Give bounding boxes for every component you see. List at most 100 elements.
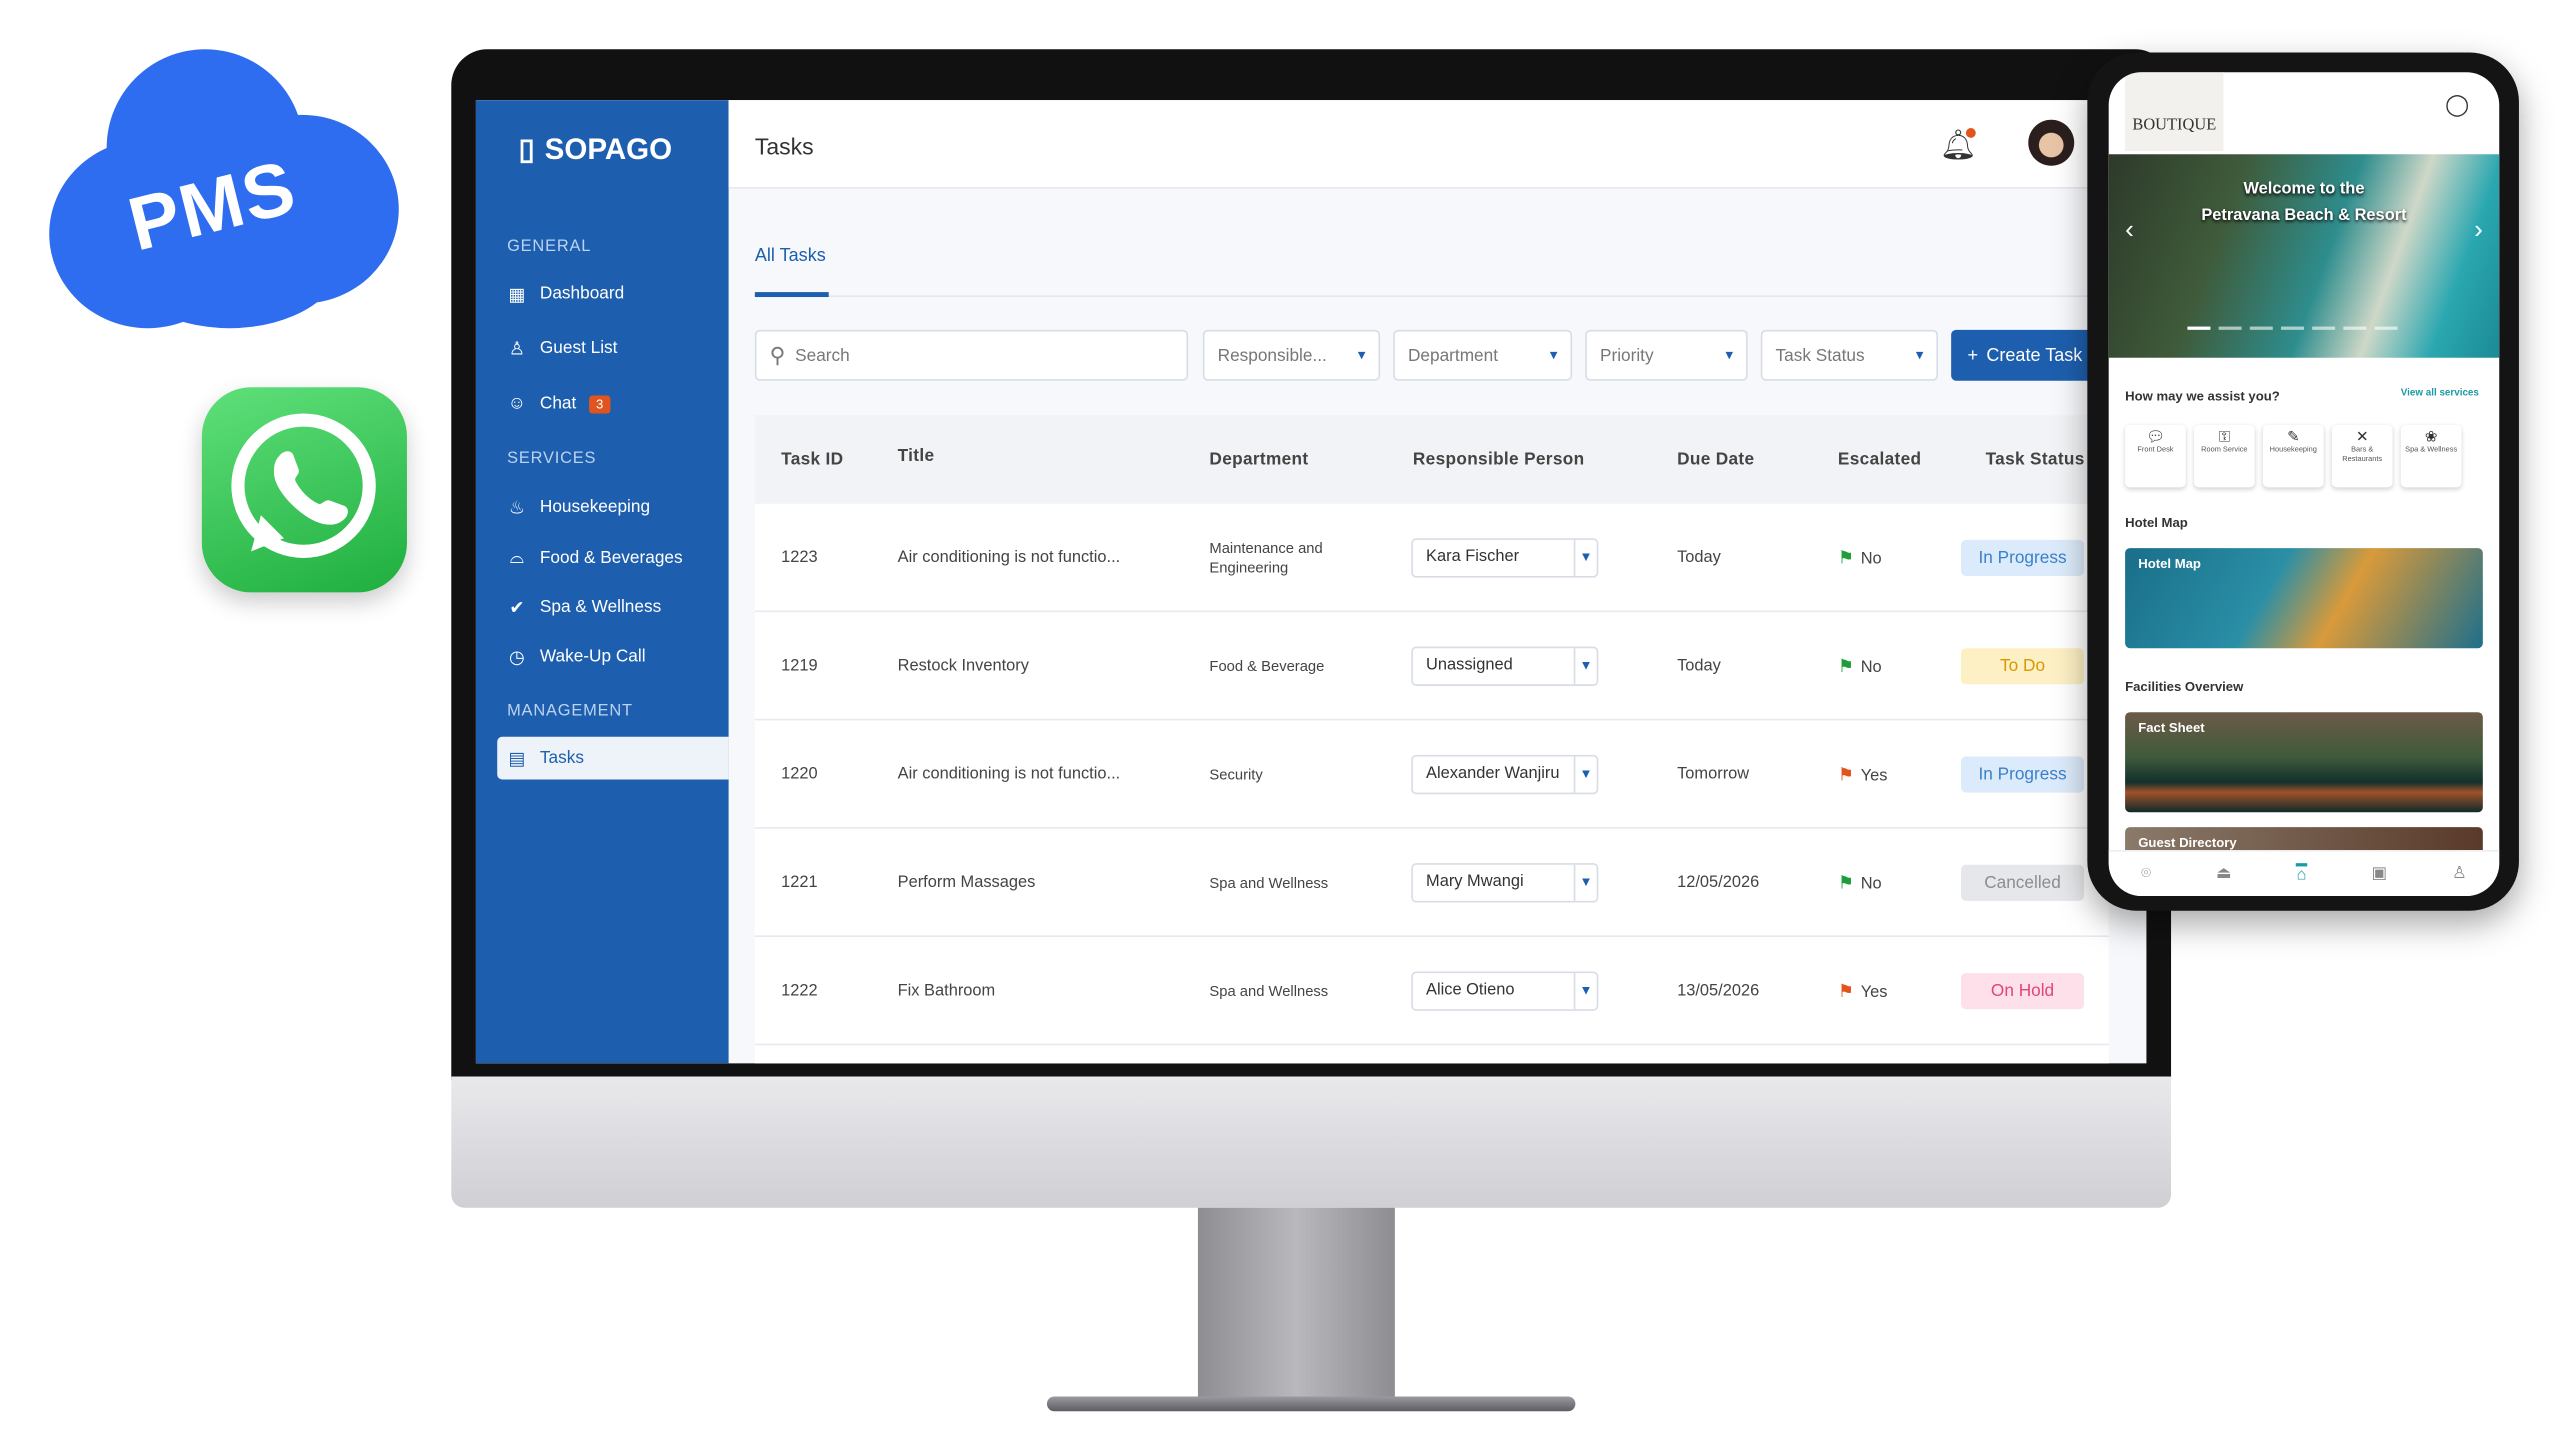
due-date: 13/05/2026 bbox=[1677, 981, 1760, 1000]
carousel-dot[interactable] bbox=[2249, 326, 2273, 330]
due-date: Today bbox=[1677, 548, 1721, 567]
sidebar-item-guest-list[interactable]: ♙ Guest List bbox=[497, 327, 728, 370]
guest-app-screen: BOUTIQUE ◯ ‹ › Welcome to the Petravana B… bbox=[2108, 72, 2500, 896]
home-icon[interactable]: ⌂ bbox=[2296, 863, 2307, 884]
page-title: Tasks bbox=[754, 132, 814, 160]
task-title[interactable]: Air conditioning is not functio... bbox=[897, 548, 1121, 567]
chevron-down-icon: ▼ bbox=[1573, 539, 1597, 576]
department-filter[interactable]: Department ▾ bbox=[1393, 329, 1573, 381]
escalated: ⚑ No bbox=[1838, 655, 1882, 676]
plus-icon: + bbox=[1967, 345, 1979, 366]
phone-pin-icon: ▯ bbox=[518, 132, 535, 166]
search-input[interactable]: ⚲ Search bbox=[754, 329, 1189, 381]
card-label: Guest Directory bbox=[2138, 835, 2237, 851]
location-icon[interactable]: ⌾ bbox=[2141, 864, 2152, 883]
service-housekeeping[interactable]: ✎ Housekeeping bbox=[2262, 425, 2324, 488]
responsible-person-select[interactable]: Kara Fischer ▼ bbox=[1411, 537, 1599, 577]
brand-logo[interactable]: ▯ SOPAGO bbox=[519, 133, 673, 167]
service-bell-icon[interactable]: ⏏ bbox=[2216, 864, 2232, 883]
col-due-date[interactable]: Due Date bbox=[1677, 449, 1755, 470]
filter-label: Department bbox=[1407, 345, 1499, 366]
sidebar-item-housekeeping[interactable]: ♨ Housekeeping bbox=[497, 486, 728, 529]
dashboard-icon: ▦ bbox=[508, 284, 526, 305]
utensils-icon: ✕ bbox=[2356, 428, 2369, 445]
search-icon: ⚲ bbox=[769, 342, 786, 367]
service-spa-wellness[interactable]: ❀ Spa & Wellness bbox=[2400, 425, 2462, 488]
hotel-map-card[interactable]: Hotel Map bbox=[2125, 548, 2483, 649]
hero-carousel[interactable]: ‹ › bbox=[2108, 154, 2500, 358]
sidebar: ▯ SOPAGO GENERAL ▦ Dashboard ♙ Guest List ☺… bbox=[475, 100, 729, 1064]
status-badge[interactable]: In Progress bbox=[1960, 755, 2085, 792]
carousel-dot[interactable] bbox=[2312, 326, 2336, 330]
carousel-dot[interactable] bbox=[2218, 326, 2242, 330]
task-status-filter[interactable]: Task Status ▾ bbox=[1760, 329, 1939, 381]
carousel-dot[interactable] bbox=[2374, 326, 2398, 330]
table-row[interactable]: 1220 Air conditioning is not functio... … bbox=[754, 720, 2109, 829]
create-task-label: Create Task bbox=[1986, 345, 2083, 366]
task-department: Spa and Wellness bbox=[1209, 873, 1329, 891]
task-id: 1219 bbox=[781, 656, 818, 675]
responsible-person-select[interactable]: Unassigned ▼ bbox=[1411, 645, 1599, 686]
chevron-down-icon: ▾ bbox=[1549, 346, 1558, 363]
status-badge[interactable]: Cancelled bbox=[1960, 863, 2085, 901]
section-general: GENERAL bbox=[507, 237, 592, 256]
task-title[interactable]: Restock Inventory bbox=[897, 656, 1029, 675]
status-badge[interactable]: In Progress bbox=[1960, 539, 2085, 576]
service-bars-restaurants[interactable]: ✕ Bars & Restaurants bbox=[2331, 425, 2393, 488]
col-department[interactable]: Department bbox=[1209, 449, 1309, 470]
carousel-dot[interactable] bbox=[2187, 326, 2211, 330]
calendar-icon: ▤ bbox=[508, 749, 526, 769]
responsible-person-select[interactable]: Alice Otieno ▼ bbox=[1411, 970, 1599, 1011]
responsible-person: Alexander Wanjiru bbox=[1426, 764, 1560, 783]
table-row[interactable]: 1222 Fix Bathroom Spa and Wellness Alice… bbox=[754, 937, 2109, 1046]
sidebar-item-tasks[interactable]: ▤ Tasks bbox=[497, 736, 729, 780]
sidebar-item-dashboard[interactable]: ▦ Dashboard bbox=[497, 272, 728, 315]
escalated-value: No bbox=[1860, 549, 1882, 568]
tab-all-tasks[interactable]: All Tasks bbox=[754, 246, 826, 266]
cloche-icon: ⌓ bbox=[509, 547, 525, 567]
sidebar-item-label: Wake-Up Call bbox=[539, 646, 646, 667]
task-title[interactable]: Air conditioning is not functio... bbox=[897, 764, 1121, 783]
broom-icon: ✎ bbox=[2287, 428, 2300, 445]
responsible-person: Unassigned bbox=[1426, 656, 1513, 675]
status-badge[interactable]: On Hold bbox=[1960, 972, 2085, 1009]
sidebar-item-wake-up-call[interactable]: ◷ Wake-Up Call bbox=[497, 635, 728, 678]
status-badge[interactable]: To Do bbox=[1960, 647, 2085, 684]
col-escalated[interactable]: Escalated bbox=[1837, 449, 1922, 470]
table-header: Task ID Title Department Responsible Per… bbox=[754, 415, 2109, 504]
task-title[interactable]: Perform Massages bbox=[897, 873, 1036, 892]
chat-icon: ☺ bbox=[507, 393, 527, 414]
calendar-icon[interactable]: ▣ bbox=[2371, 864, 2387, 883]
view-all-services-link[interactable]: View all services bbox=[2400, 388, 2479, 399]
monitor-stand bbox=[1197, 1207, 1395, 1402]
responsible-filter[interactable]: Responsible... ▾ bbox=[1202, 329, 1381, 381]
sidebar-item-chat[interactable]: ☺ Chat 3 bbox=[497, 382, 728, 425]
carousel-dot[interactable] bbox=[2343, 326, 2367, 330]
avatar[interactable] bbox=[2028, 119, 2075, 166]
col-status[interactable]: Task Status bbox=[1985, 449, 2085, 470]
tab-divider bbox=[754, 295, 2147, 298]
service-label: Housekeeping bbox=[2269, 444, 2317, 453]
service-front-desk[interactable]: 💬︎ Front Desk bbox=[2125, 425, 2186, 488]
escalated: ⚑ No bbox=[1838, 546, 1882, 568]
card-label: Hotel Map bbox=[2138, 556, 2201, 572]
table-row[interactable]: 1223 Air conditioning is not functio... … bbox=[754, 504, 2109, 613]
priority-filter[interactable]: Priority ▾ bbox=[1585, 329, 1748, 381]
table-row[interactable]: 1219 Restock Inventory Food & Beverage U… bbox=[754, 612, 2109, 721]
chat-bubble-icon[interactable]: ◯ bbox=[2445, 91, 2469, 117]
carousel-dot[interactable] bbox=[2280, 326, 2304, 330]
col-task-id[interactable]: Task ID bbox=[781, 449, 844, 470]
table-row[interactable]: 1221 Perform Massages Spa and Wellness M… bbox=[754, 829, 2109, 938]
fact-sheet-card[interactable]: Fact Sheet bbox=[2125, 712, 2483, 813]
responsible-person-select[interactable]: Alexander Wanjiru ▼ bbox=[1411, 754, 1599, 794]
chevron-right-icon[interactable]: › bbox=[2474, 216, 2483, 245]
service-room-service[interactable]: ⚿ Room Service bbox=[2194, 425, 2255, 488]
responsible-person-select[interactable]: Mary Mwangi ▼ bbox=[1411, 862, 1599, 902]
sidebar-item-food-beverages[interactable]: ⌓ Food & Beverages bbox=[497, 537, 728, 580]
task-title[interactable]: Fix Bathroom bbox=[897, 981, 996, 1000]
chevron-left-icon[interactable]: ‹ bbox=[2125, 216, 2134, 245]
sidebar-item-spa-wellness[interactable]: ✔ Spa & Wellness bbox=[497, 586, 728, 629]
col-responsible[interactable]: Responsible Person bbox=[1412, 449, 1585, 470]
col-title[interactable]: Title bbox=[897, 446, 935, 467]
profile-icon[interactable]: ♙ bbox=[2451, 864, 2467, 883]
